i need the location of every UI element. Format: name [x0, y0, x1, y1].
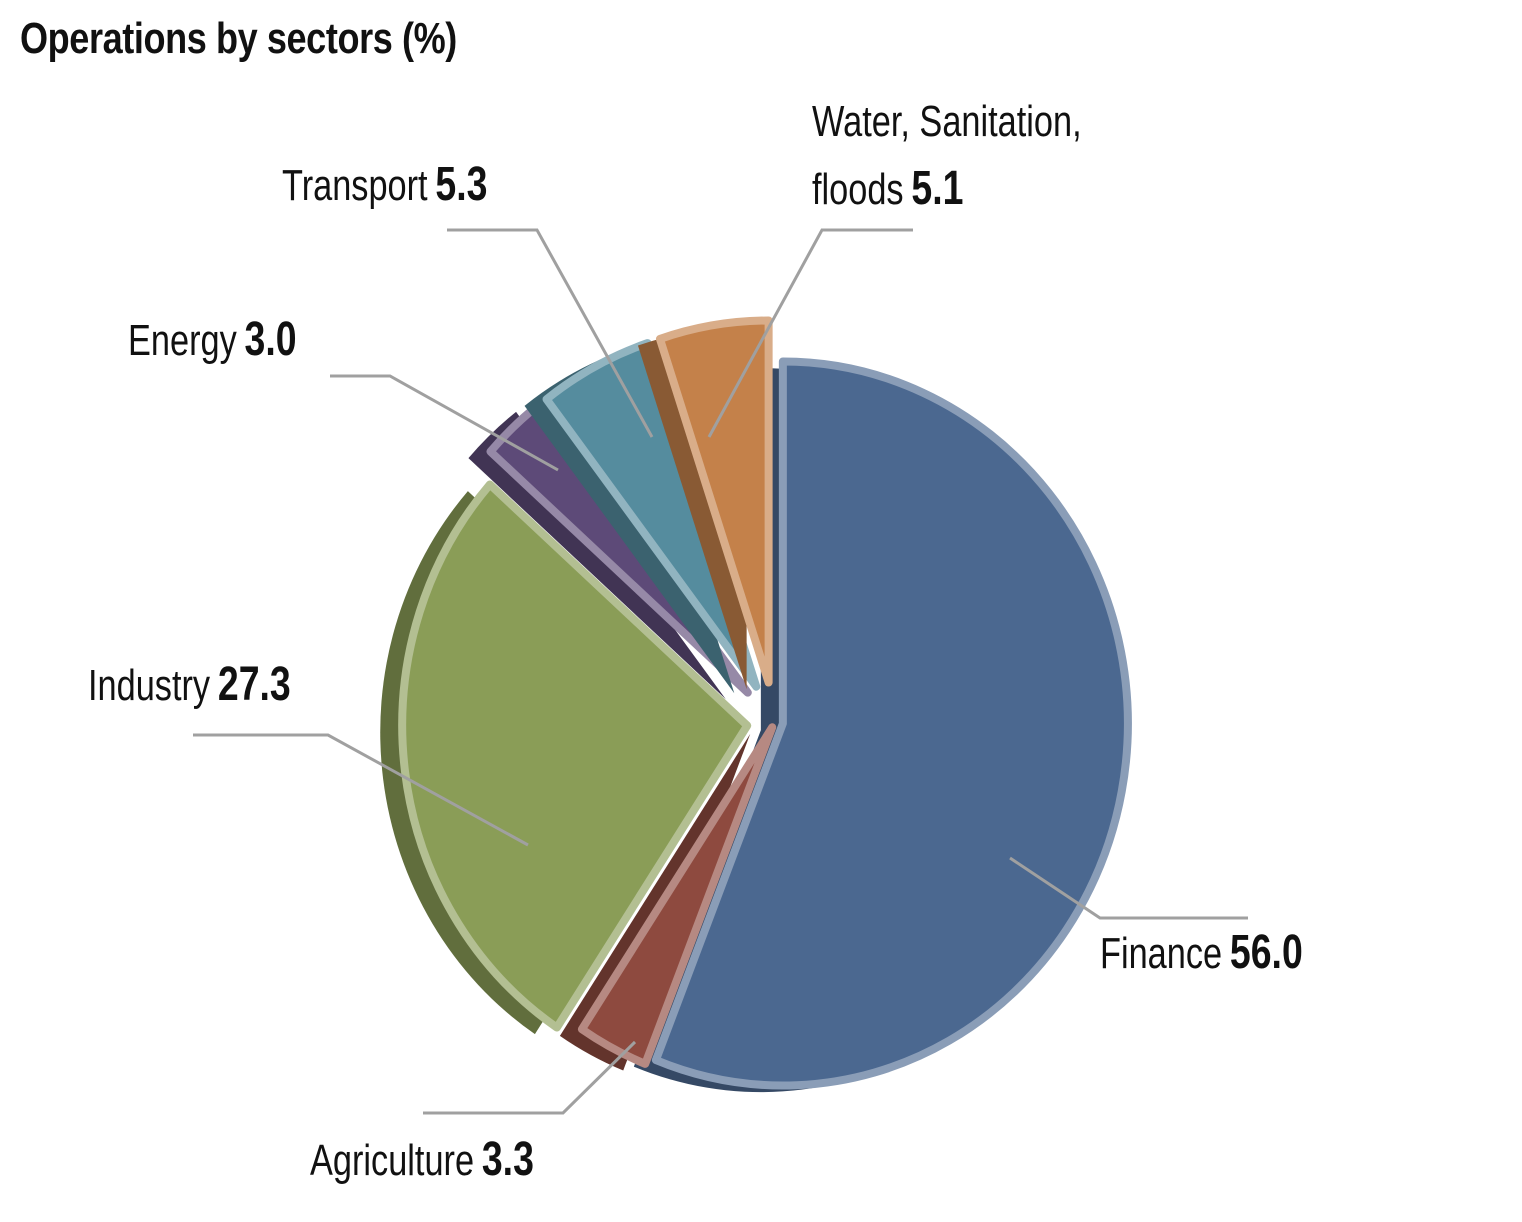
leader-line-industry [193, 733, 529, 847]
label-energy: Energy 3.0 [128, 313, 297, 366]
leader-line-transport [447, 228, 654, 438]
leader-line-water [707, 228, 913, 438]
slice-face [655, 316, 773, 687]
label-water: Water, Sanitation, floods 5.1 [812, 97, 1082, 215]
pie-slice-agriculture [559, 723, 777, 1071]
slice-face [651, 357, 1132, 1090]
leader-line-agriculture [423, 1040, 637, 1115]
slice-face [577, 723, 777, 1068]
slice-face [398, 480, 752, 1032]
pie-slice-industry [380, 480, 752, 1035]
label-finance: Finance 56.0 [1100, 926, 1303, 979]
leader-line-finance [1009, 856, 1248, 920]
leader-line-energy [330, 374, 559, 472]
label-transport: Transport 5.3 [282, 158, 488, 211]
pie-slice-finance [633, 357, 1132, 1093]
chart-title: Operations by sectors (%) [20, 14, 457, 63]
label-industry: Industry 27.3 [88, 658, 291, 711]
label-agriculture: Agriculture 3.3 [310, 1133, 534, 1186]
